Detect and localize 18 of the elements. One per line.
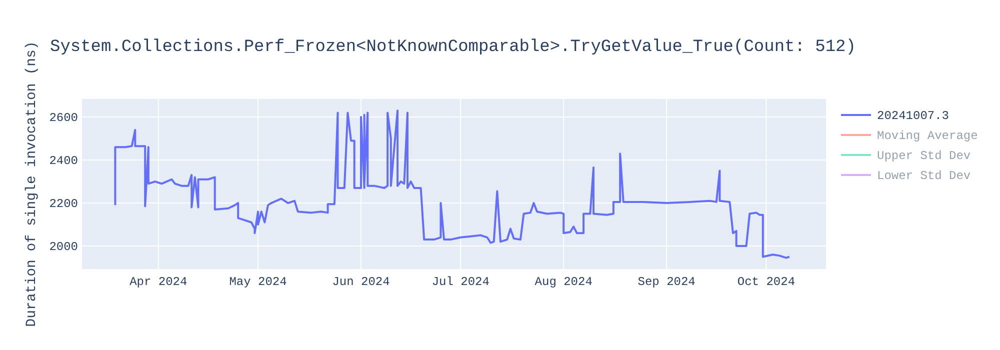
legend-label: Upper Std Dev	[877, 149, 971, 163]
x-tick-label: May 2024	[229, 275, 287, 289]
legend-label: Moving Average	[877, 129, 978, 143]
line-series	[114, 110, 790, 259]
y-tick-label: 2400	[49, 154, 78, 168]
y-tick-label: 2600	[49, 111, 78, 126]
y-axis-title: Duration of single invocation (ns)	[24, 41, 40, 327]
legend-label: 20241007.3	[877, 109, 950, 123]
x-tick-label: Jun 2024	[332, 275, 390, 289]
y-tick-label: 2200	[49, 197, 78, 212]
x-tick-label: Jul 2024	[432, 275, 490, 289]
y-tick-label: 2000	[49, 240, 78, 254]
x-tick-label: Oct 2024	[737, 275, 796, 289]
legend-label: Lower Std Dev	[877, 169, 971, 183]
x-tick-label: Aug 2024	[534, 275, 592, 289]
x-tick-label: Sep 2024	[638, 275, 696, 289]
chart-title: System.Collections.Perf_Frozen<NotKnownComparable>.TryGetValue_True(Count: 512)	[50, 38, 856, 57]
x-tick-label: Apr 2024	[130, 275, 188, 289]
